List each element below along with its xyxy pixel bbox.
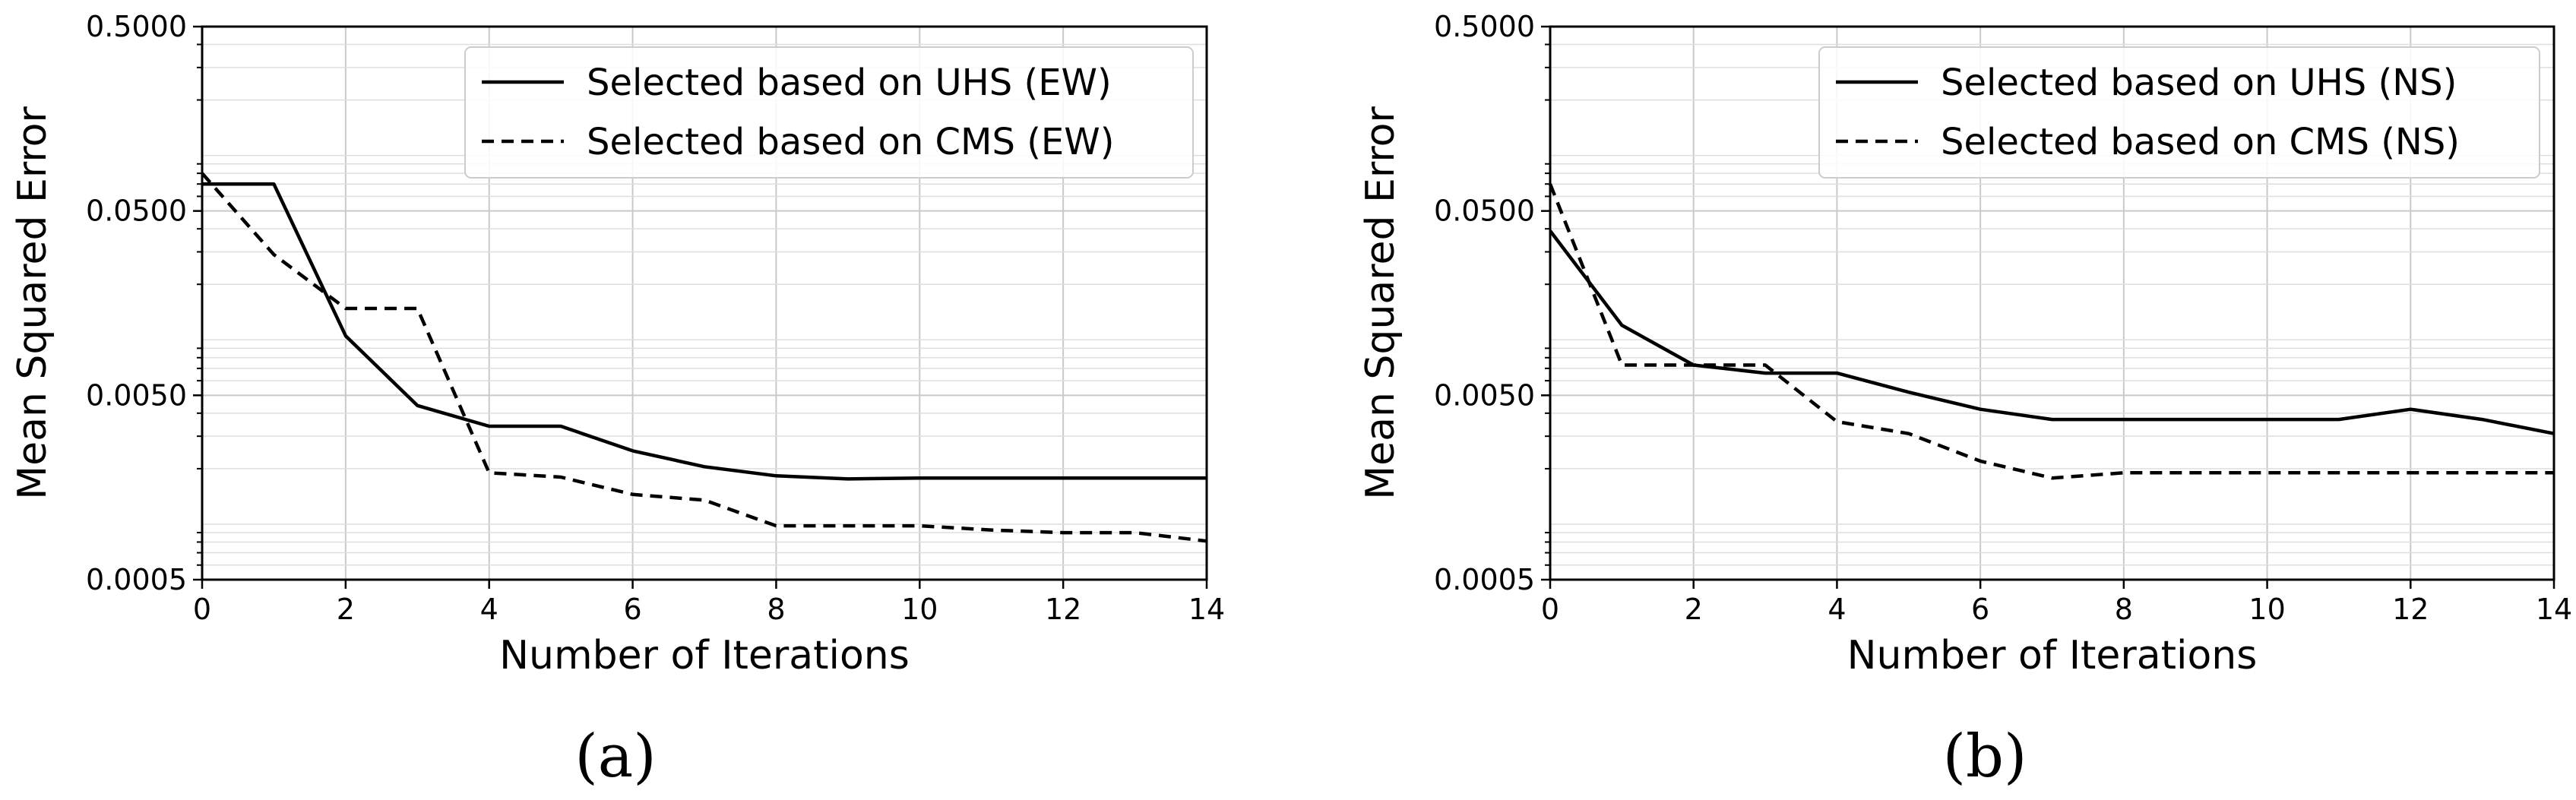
- x-axis-label: Number of Iterations: [499, 633, 910, 678]
- x-tick-label: 6: [1971, 593, 1989, 626]
- legend: Selected based on UHS (NS) Selected base…: [1818, 46, 2540, 179]
- x-tick-label: 10: [2248, 593, 2285, 626]
- series-lines: [1548, 183, 2555, 480]
- legend-box: [1818, 46, 2540, 179]
- x-tick-label: 14: [1188, 593, 1225, 626]
- y-axis-label: Mean Squared Error: [1358, 106, 1404, 500]
- x-axis-label: Number of Iterations: [1847, 633, 2258, 678]
- series-line-cms: [1548, 183, 2554, 480]
- x-tick-label: 8: [767, 593, 785, 626]
- legend-entry-uhs: Selected based on UHS (NS): [1941, 62, 2457, 104]
- x-tick-label: 10: [901, 593, 938, 626]
- legend-entry-cms: Selected based on CMS (EW): [587, 121, 1114, 163]
- y-tick-label: 0.5000: [1434, 10, 1535, 43]
- legend-entry-uhs: Selected based on UHS (EW): [587, 62, 1112, 104]
- y-tick-label: 0.5000: [86, 10, 187, 43]
- panel-label-b: (b): [1943, 723, 2027, 791]
- plot-frame: [201, 25, 1208, 581]
- series-lines: [201, 172, 1207, 543]
- x-tick-label: 6: [623, 593, 641, 626]
- x-tick-label: 0: [1541, 593, 1559, 626]
- panel-label-a: (a): [574, 723, 656, 791]
- y-tick-label: 0.0005: [1434, 563, 1535, 596]
- x-tick-label: 12: [1045, 593, 1081, 626]
- x-tick-label: 2: [337, 593, 355, 626]
- legend-box: [464, 46, 1194, 179]
- y-tick-label: 0.0005: [86, 563, 187, 596]
- y-tick-label: 0.0500: [86, 194, 187, 228]
- legend: Selected based on UHS (EW) Selected base…: [464, 46, 1194, 179]
- axis-ticks: 0 2 4 6 8 10 12 14 0.0005 0.0050 0.0500 0.5000: [86, 10, 1225, 626]
- x-tick-label: 14: [2536, 593, 2572, 626]
- x-tick-label: 8: [2115, 593, 2133, 626]
- chart-panel-b: 0 2 4 6 8 10 12 14 0.0005 0.0050 0.0500 0.5000 Numb…: [1358, 10, 2572, 791]
- x-tick-label: 2: [1685, 593, 1703, 626]
- x-tick-label: 0: [193, 593, 211, 626]
- series-line-uhs: [202, 182, 1207, 481]
- x-tick-label: 4: [1828, 593, 1846, 626]
- y-axis-label: Mean Squared Error: [10, 106, 55, 500]
- y-tick-label: 0.0050: [1434, 378, 1535, 412]
- plot-frame: [1549, 25, 2555, 581]
- chart-panel-a: 0 2 4 6 8 10 12 14 0.0005 0.0050 0.0500 0.5000 Numb…: [10, 10, 1225, 791]
- legend-entry-cms: Selected based on CMS (NS): [1941, 121, 2460, 163]
- series-line-uhs: [1549, 229, 2555, 435]
- x-tick-label: 12: [2392, 593, 2429, 626]
- axis-ticks: 0 2 4 6 8 10 12 14 0.0005 0.0050 0.0500 0.5000: [1434, 10, 2572, 626]
- y-tick-label: 0.0050: [86, 378, 187, 412]
- series-line-cms: [201, 172, 1207, 543]
- x-tick-label: 4: [480, 593, 498, 626]
- y-tick-label: 0.0500: [1434, 194, 1535, 228]
